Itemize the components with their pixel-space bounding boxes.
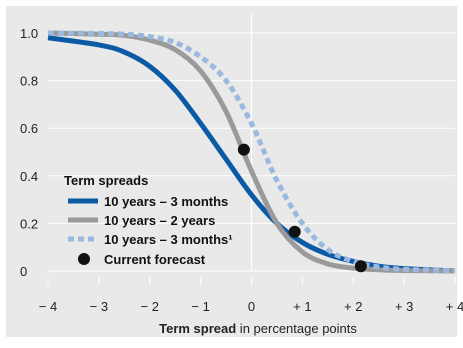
- legend-swatch-point: [78, 253, 90, 265]
- x-tick-label: + 3: [395, 299, 413, 314]
- forecast-point: [237, 143, 250, 156]
- x-axis-title-bold: Term spread: [159, 321, 236, 336]
- y-tick-label: 0.8: [20, 74, 38, 89]
- forecast-point: [354, 260, 367, 273]
- y-tick-label: 0.6: [20, 121, 38, 136]
- forecast-points: [237, 143, 367, 273]
- series-line-3: [47, 30, 456, 274]
- forecast-point: [288, 225, 301, 238]
- x-axis-title: Term spread in percentage points: [159, 321, 357, 336]
- y-tick-label: 0.2: [20, 216, 38, 231]
- x-tick-marks: [47, 277, 456, 285]
- y-tick-labels: 0 0.2 0.4 0.6 0.8 1.0: [20, 26, 38, 279]
- legend-label-point: Current forecast: [104, 252, 206, 267]
- x-axis-title-rest: in percentage points: [236, 321, 357, 336]
- legend-label-1: 10 years – 3 months: [104, 194, 228, 209]
- legend-label-2: 10 years – 2 years: [104, 213, 215, 228]
- x-tick-label: − 1: [191, 299, 209, 314]
- series-lines: [47, 30, 456, 274]
- y-tick-label: 0.4: [20, 169, 38, 184]
- x-tick-label: + 1: [293, 299, 311, 314]
- legend-label-3: 10 years – 3 months¹: [104, 232, 233, 247]
- series-line-1: [47, 35, 456, 274]
- x-tick-label: − 3: [90, 299, 108, 314]
- x-tick-label: + 4: [446, 299, 463, 314]
- x-tick-label: + 2: [344, 299, 362, 314]
- y-tick-label: 0: [20, 264, 27, 279]
- x-tick-label: 0: [248, 299, 255, 314]
- x-tick-label: − 2: [141, 299, 159, 314]
- x-tick-labels: − 4 − 3 − 2 − 1 0 + 1 + 2 + 3 + 4: [39, 299, 463, 314]
- legend-title: Term spreads: [64, 173, 148, 188]
- y-tick-label: 1.0: [20, 26, 38, 41]
- plot-background: [6, 6, 457, 337]
- legend-items: 10 years – 3 months 10 years – 2 years 10 …: [68, 194, 233, 267]
- x-tick-label: − 4: [39, 299, 57, 314]
